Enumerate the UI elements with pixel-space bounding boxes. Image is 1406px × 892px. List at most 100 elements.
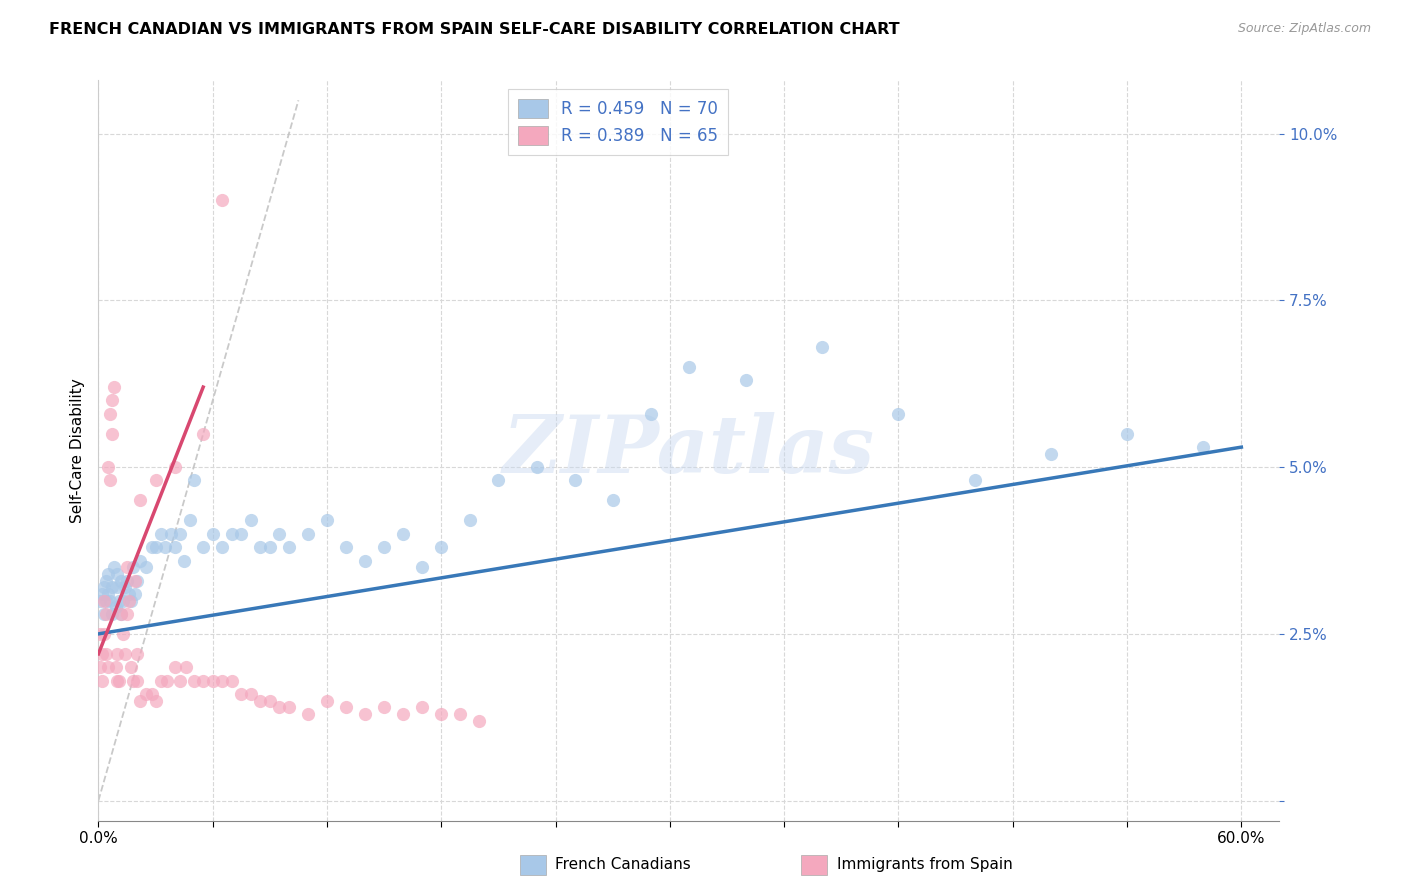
Point xyxy=(193,426,215,441)
Point xyxy=(93,593,115,607)
Point xyxy=(526,460,548,475)
Point xyxy=(104,660,127,674)
Point xyxy=(100,393,122,408)
Point xyxy=(145,474,167,488)
Point xyxy=(239,687,262,701)
Point xyxy=(125,647,148,661)
Point xyxy=(449,706,471,721)
Point xyxy=(354,706,377,721)
Point xyxy=(108,673,131,688)
Point xyxy=(163,540,186,554)
Point xyxy=(150,673,173,688)
Point xyxy=(179,514,201,528)
Point xyxy=(269,526,291,541)
Point xyxy=(112,627,135,641)
Point xyxy=(159,526,181,541)
Point xyxy=(129,693,152,707)
Point xyxy=(112,593,135,607)
Point xyxy=(316,514,339,528)
Bar xyxy=(801,855,827,875)
Point xyxy=(887,407,910,421)
Point xyxy=(564,474,586,488)
Point xyxy=(124,587,146,601)
Point xyxy=(183,474,205,488)
Text: FRENCH CANADIAN VS IMMIGRANTS FROM SPAIN SELF-CARE DISABILITY CORRELATION CHART: FRENCH CANADIAN VS IMMIGRANTS FROM SPAIN… xyxy=(49,22,900,37)
Point xyxy=(100,580,122,594)
Point xyxy=(104,600,127,615)
Point xyxy=(98,474,121,488)
Point xyxy=(129,493,152,508)
Point xyxy=(94,593,117,607)
Point xyxy=(110,607,132,621)
Point xyxy=(193,540,215,554)
Point xyxy=(89,593,111,607)
Point xyxy=(118,593,141,607)
Point xyxy=(211,540,233,554)
Point xyxy=(107,566,129,581)
Point xyxy=(411,560,433,574)
Point xyxy=(91,673,114,688)
Point xyxy=(115,607,138,621)
Point xyxy=(107,673,129,688)
Point xyxy=(107,580,129,594)
Point xyxy=(1192,440,1215,454)
Point xyxy=(97,566,120,581)
Text: Source: ZipAtlas.com: Source: ZipAtlas.com xyxy=(1237,22,1371,36)
Point xyxy=(1039,447,1062,461)
Point xyxy=(259,540,281,554)
Point xyxy=(163,460,186,475)
Point xyxy=(201,526,224,541)
Point xyxy=(114,647,136,661)
Point xyxy=(120,593,142,607)
Point xyxy=(129,553,152,567)
Point xyxy=(201,673,224,688)
Point xyxy=(458,514,481,528)
Point xyxy=(183,673,205,688)
Point xyxy=(118,587,141,601)
Point xyxy=(602,493,624,508)
Point xyxy=(174,660,197,674)
Point xyxy=(221,673,243,688)
Point xyxy=(169,526,191,541)
Point xyxy=(221,526,243,541)
Point xyxy=(89,627,111,641)
Point xyxy=(94,647,117,661)
Point xyxy=(125,574,148,588)
Point xyxy=(110,607,132,621)
Point xyxy=(211,194,233,208)
Point xyxy=(249,693,271,707)
Text: Immigrants from Spain: Immigrants from Spain xyxy=(837,857,1012,872)
Point xyxy=(120,660,142,674)
Point xyxy=(114,580,136,594)
Point xyxy=(735,373,758,387)
Point xyxy=(316,693,339,707)
Point xyxy=(231,526,253,541)
Bar xyxy=(520,855,546,875)
Point xyxy=(97,660,120,674)
Y-axis label: Self-Care Disability: Self-Care Disability xyxy=(69,378,84,523)
Point xyxy=(98,593,121,607)
Point xyxy=(110,574,132,588)
Point xyxy=(277,700,299,714)
Point xyxy=(93,607,115,621)
Point xyxy=(121,560,143,574)
Point xyxy=(335,540,357,554)
Point xyxy=(297,706,319,721)
Point xyxy=(163,660,186,674)
Point xyxy=(297,526,319,541)
Point xyxy=(89,660,111,674)
Point xyxy=(640,407,662,421)
Point xyxy=(373,700,395,714)
Point xyxy=(153,540,176,554)
Point xyxy=(392,706,415,721)
Point xyxy=(93,580,115,594)
Point xyxy=(269,700,291,714)
Point xyxy=(141,540,163,554)
Point xyxy=(145,693,167,707)
Point xyxy=(239,514,262,528)
Point xyxy=(411,700,433,714)
Point xyxy=(193,673,215,688)
Point xyxy=(135,560,157,574)
Point xyxy=(145,540,167,554)
Point xyxy=(811,340,834,354)
